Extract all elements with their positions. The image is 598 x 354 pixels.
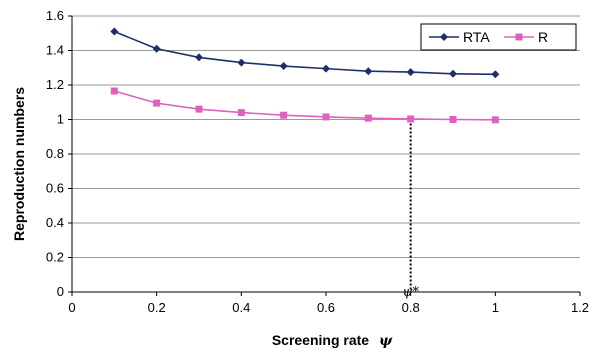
x-axis-title: Screening rate ψ bbox=[272, 332, 393, 349]
marker-rta bbox=[449, 69, 457, 78]
y-tick-label: 1.6 bbox=[46, 8, 64, 23]
marker-r bbox=[153, 99, 161, 107]
x-axis-title-symbol: ψ bbox=[379, 333, 393, 349]
marker-r bbox=[322, 113, 330, 121]
y-axis-title: Reproduction numbers bbox=[11, 87, 27, 241]
x-tick-label: 1.2 bbox=[571, 300, 589, 315]
legend-marker-r bbox=[515, 33, 523, 41]
x-tick-label: 0.6 bbox=[317, 300, 335, 315]
psi-star-label: ψ* bbox=[402, 285, 419, 300]
marker-r bbox=[491, 116, 499, 124]
x-axis-title-text: Screening rate bbox=[272, 332, 369, 348]
y-tick-label: 1.2 bbox=[46, 77, 64, 92]
marker-rta bbox=[364, 67, 373, 76]
x-tick-label: 0.8 bbox=[402, 300, 420, 315]
psi-star-annotation: ψ* bbox=[402, 119, 420, 300]
y-tick-label: 0 bbox=[57, 284, 64, 299]
x-tick-label: 1 bbox=[492, 300, 499, 315]
marker-r bbox=[364, 114, 372, 122]
marker-r bbox=[110, 87, 118, 95]
legend-label-rta: RTA bbox=[463, 29, 490, 45]
marker-r bbox=[280, 111, 288, 119]
x-tick-label: 0 bbox=[68, 300, 75, 315]
y-tick-label: 1 bbox=[57, 112, 64, 127]
series-line-rta bbox=[114, 30, 496, 76]
y-tick-label: 0.2 bbox=[46, 250, 64, 265]
series-line-r bbox=[114, 90, 496, 121]
y-tick-label: 0.6 bbox=[46, 181, 64, 196]
data-series bbox=[110, 27, 500, 124]
y-axis-ticks: 0 0.2 0.4 0.6 0.8 1 1.2 1.4 1.6 bbox=[46, 8, 72, 299]
y-tick-label: 0.4 bbox=[46, 215, 64, 230]
legend-label-r: R bbox=[538, 29, 548, 45]
marker-rta bbox=[195, 53, 203, 62]
marker-r bbox=[407, 115, 415, 123]
grid-lines bbox=[72, 15, 580, 258]
marker-rta bbox=[279, 62, 288, 71]
y-tick-label: 0.8 bbox=[46, 146, 64, 161]
marker-r bbox=[449, 116, 457, 123]
x-tick-label: 0.4 bbox=[232, 300, 250, 315]
marker-rta bbox=[406, 68, 415, 77]
marker-r bbox=[195, 105, 203, 113]
legend: RTA R bbox=[420, 23, 577, 51]
legend-marker-rta bbox=[440, 33, 448, 41]
y-tick-label: 1.4 bbox=[46, 43, 64, 58]
marker-rta bbox=[237, 58, 246, 67]
marker-rta bbox=[110, 27, 119, 36]
x-axis-ticks: 0 0.2 0.4 0.6 0.8 1 1.2 bbox=[68, 292, 589, 315]
x-tick-label: 0.2 bbox=[148, 300, 166, 315]
marker-rta bbox=[152, 44, 161, 53]
marker-r bbox=[237, 109, 245, 117]
marker-rta bbox=[491, 70, 500, 79]
marker-rta bbox=[322, 64, 330, 73]
